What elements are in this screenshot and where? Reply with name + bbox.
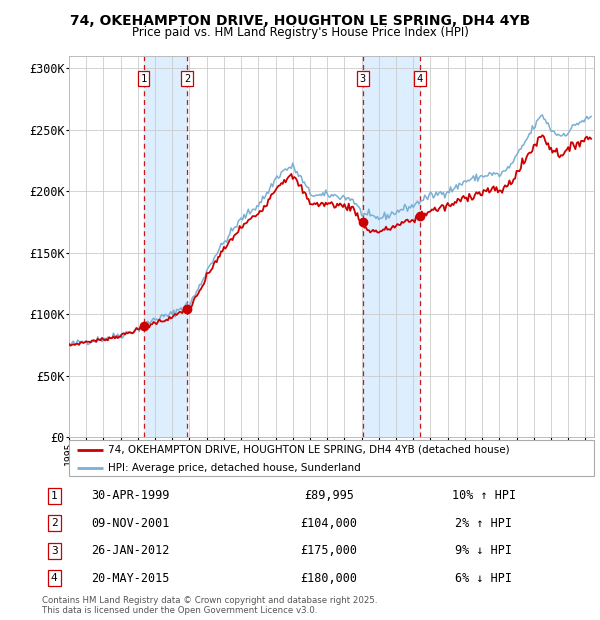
Text: £104,000: £104,000	[301, 517, 358, 529]
Text: 6% ↓ HPI: 6% ↓ HPI	[455, 572, 512, 585]
Text: 2: 2	[51, 518, 58, 528]
Text: 10% ↑ HPI: 10% ↑ HPI	[452, 489, 515, 502]
Text: 74, OKEHAMPTON DRIVE, HOUGHTON LE SPRING, DH4 4YB (detached house): 74, OKEHAMPTON DRIVE, HOUGHTON LE SPRING…	[109, 445, 510, 454]
Text: 1: 1	[51, 491, 58, 501]
Text: This data is licensed under the Open Government Licence v3.0.: This data is licensed under the Open Gov…	[42, 606, 317, 616]
Text: 4: 4	[51, 574, 58, 583]
Text: 30-APR-1999: 30-APR-1999	[91, 489, 170, 502]
Text: £180,000: £180,000	[301, 572, 358, 585]
Text: 74, OKEHAMPTON DRIVE, HOUGHTON LE SPRING, DH4 4YB: 74, OKEHAMPTON DRIVE, HOUGHTON LE SPRING…	[70, 14, 530, 28]
Text: £175,000: £175,000	[301, 544, 358, 557]
Bar	[363, 56, 420, 437]
Text: 2% ↑ HPI: 2% ↑ HPI	[455, 517, 512, 529]
Text: 20-MAY-2015: 20-MAY-2015	[91, 572, 170, 585]
Text: 9% ↓ HPI: 9% ↓ HPI	[455, 544, 512, 557]
Text: £89,995: £89,995	[304, 489, 354, 502]
Text: 3: 3	[360, 74, 366, 84]
Bar	[143, 56, 187, 437]
Text: 26-JAN-2012: 26-JAN-2012	[91, 544, 170, 557]
Text: 2: 2	[184, 74, 190, 84]
Text: 3: 3	[51, 546, 58, 556]
Text: HPI: Average price, detached house, Sunderland: HPI: Average price, detached house, Sund…	[109, 463, 361, 472]
Text: Contains HM Land Registry data © Crown copyright and database right 2025.: Contains HM Land Registry data © Crown c…	[42, 596, 377, 606]
Text: 4: 4	[416, 74, 423, 84]
Text: Price paid vs. HM Land Registry's House Price Index (HPI): Price paid vs. HM Land Registry's House …	[131, 26, 469, 39]
Text: 1: 1	[140, 74, 146, 84]
Text: 09-NOV-2001: 09-NOV-2001	[91, 517, 170, 529]
